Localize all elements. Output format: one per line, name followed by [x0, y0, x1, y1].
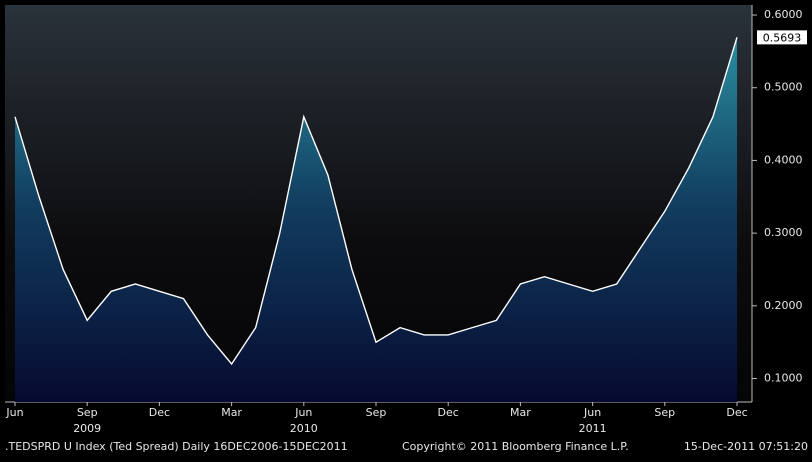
x-tick-label: Sep: [366, 406, 387, 419]
last-value-tag: [757, 30, 807, 45]
x-tick-label: Sep: [654, 406, 675, 419]
x-tick-label: Jun: [5, 406, 23, 419]
y-tick-label: 0.3000: [764, 226, 803, 239]
footer-left: .TEDSPRD U Index (Ted Spread) Daily 16DE…: [5, 440, 348, 453]
y-tick-label: 0.5000: [764, 81, 803, 94]
x-tick-label: Jun: [583, 406, 601, 419]
y-tick-label: 0.4000: [764, 153, 803, 166]
x-tick-label: Jun: [294, 406, 312, 419]
copyright: Copyright© 2011 Bloomberg Finance L.P.: [402, 440, 629, 453]
last-value-label: 0.5693: [763, 31, 802, 44]
x-tick-label: Dec: [149, 406, 170, 419]
x-tick-label: Dec: [438, 406, 459, 419]
x-tick-label: Mar: [221, 406, 242, 419]
line: [14, 37, 738, 366]
y-tick-label: 0.6000: [764, 8, 803, 21]
y-tick-label: 0.1000: [764, 372, 803, 385]
year-label: 2010: [290, 422, 318, 435]
year-label: 2009: [73, 422, 101, 435]
x-tick-label: Dec: [726, 406, 747, 419]
y-tick-label: 0.2000: [764, 299, 803, 312]
area: [15, 37, 737, 402]
year-label: 2011: [579, 422, 607, 435]
timestamp: 15-Dec-2011 07:51:20: [684, 440, 808, 453]
x-tick-label: Sep: [77, 406, 98, 419]
x-tick-label: Mar: [510, 406, 531, 419]
